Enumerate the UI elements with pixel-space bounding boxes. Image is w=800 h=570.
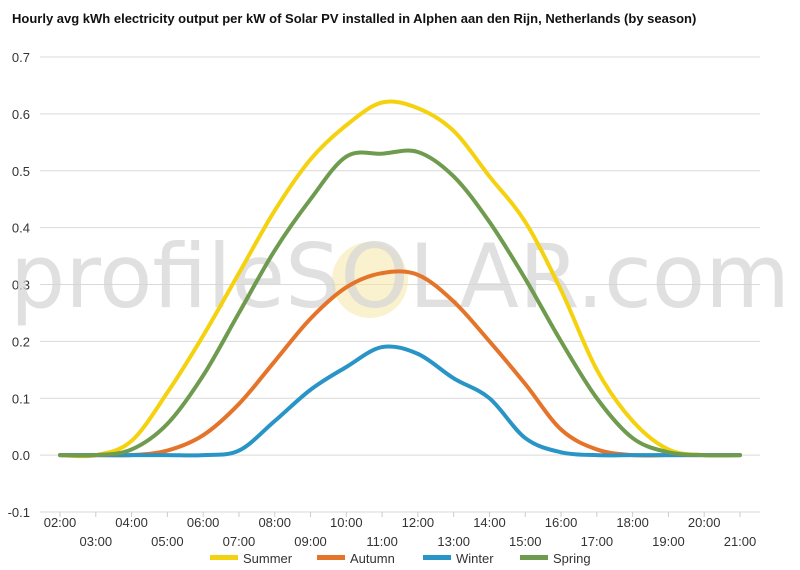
chart-title: Hourly avg kWh electricity output per kW…: [12, 11, 697, 26]
series-line-summer: [58, 99, 742, 459]
y-tick-label: 0.1: [12, 391, 30, 406]
legend-label-spring: Spring: [553, 551, 591, 566]
x-tick-label: 07:00: [223, 534, 256, 549]
legend-swatch-summer: [210, 555, 238, 560]
y-tick-label: 0.4: [12, 221, 30, 236]
x-tick-label: 20:00: [688, 515, 721, 530]
y-tick-label: 0.6: [12, 107, 30, 122]
legend-label-summer: Summer: [243, 551, 293, 566]
x-tick-label: 17:00: [581, 534, 614, 549]
y-tick-label: 0.0: [12, 448, 30, 463]
legend-swatch-spring: [520, 555, 548, 560]
x-tick-label: 13:00: [437, 534, 470, 549]
x-tick-label: 03:00: [80, 534, 113, 549]
legend-swatch-winter: [423, 555, 451, 560]
x-tick-label: 04:00: [115, 515, 148, 530]
watermark-sun-icon: [332, 242, 408, 318]
x-tick-label: 18:00: [616, 515, 649, 530]
y-tick-label: -0.1: [8, 505, 30, 520]
legend-swatch-autumn: [317, 555, 345, 560]
series-line-spring: [58, 148, 742, 458]
x-tick-label: 15:00: [509, 534, 542, 549]
y-tick-label: 0.7: [12, 50, 30, 65]
legend-label-autumn: Autumn: [350, 551, 395, 566]
y-tick-label: 0.5: [12, 164, 30, 179]
series-line-winter: [58, 344, 742, 458]
x-tick-label: 10:00: [330, 515, 363, 530]
x-tick-label: 05:00: [151, 534, 184, 549]
x-tick-label: 09:00: [294, 534, 327, 549]
x-tick-label: 16:00: [545, 515, 578, 530]
x-tick-label: 02:00: [44, 515, 77, 530]
x-tick-label: 11:00: [366, 534, 398, 549]
y-tick-label: 0.3: [12, 278, 30, 293]
x-tick-label: 14:00: [473, 515, 506, 530]
x-tick-label: 12:00: [402, 515, 435, 530]
legend-label-winter: Winter: [456, 551, 494, 566]
x-tick-label: 06:00: [187, 515, 220, 530]
x-tick-label: 21:00: [724, 534, 757, 549]
x-tick-label: 19:00: [652, 534, 685, 549]
watermark: profileSOLAR.com: [10, 225, 790, 328]
x-tick-label: 08:00: [258, 515, 291, 530]
y-tick-label: 0.2: [12, 334, 30, 349]
